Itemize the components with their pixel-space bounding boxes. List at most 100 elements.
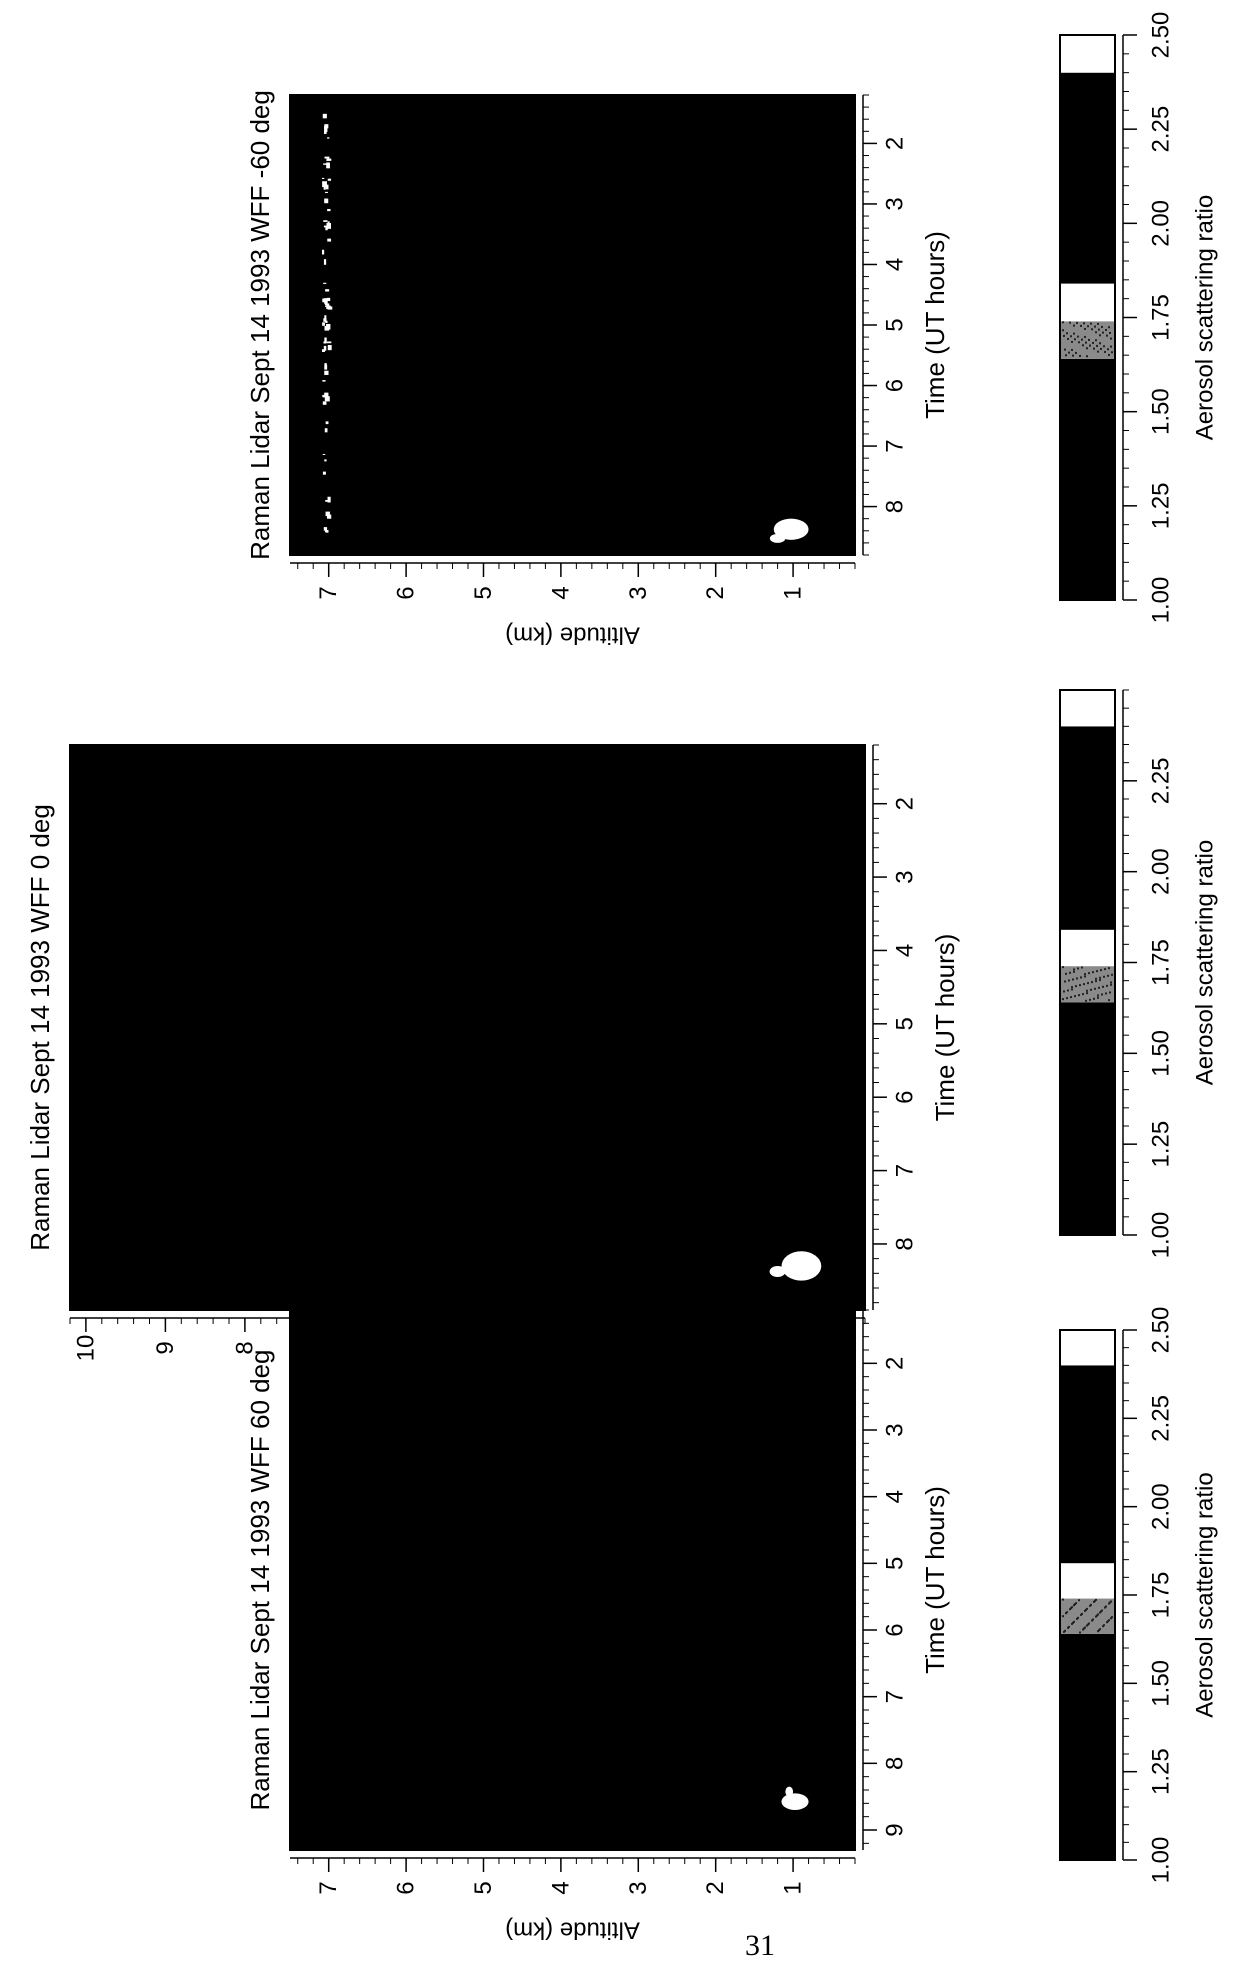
colorbar-stipple: [1107, 348, 1109, 351]
plot-frame: [69, 744, 866, 1311]
colorbar-tick-label: 1.75: [1148, 294, 1175, 341]
colorbar-band: [1060, 35, 1115, 73]
colorbar-stipple: [1076, 977, 1078, 980]
colorbar-stipple: [1097, 994, 1099, 997]
colorbar-tick-label: 2.00: [1148, 1483, 1175, 1530]
colorbar-stipple: [1062, 329, 1064, 332]
colorbar-label: Aerosol scattering ratio: [1192, 1472, 1219, 1717]
noise-speckle: [324, 198, 329, 204]
colorbar-stipple: [1073, 1620, 1075, 1623]
colorbar-band: [1060, 1563, 1115, 1599]
altitude-tick-label: 7: [315, 1881, 342, 1894]
colorbar-stipple: [1072, 978, 1074, 981]
altitude-tick-label: 6: [390, 1341, 417, 1354]
plot-area: [290, 1310, 855, 1850]
colorbar-band: [1060, 1598, 1115, 1634]
time-tick-label: 6: [882, 1623, 909, 1636]
page-number: 31: [745, 1929, 775, 1962]
altitude-tick-label: 2: [702, 1881, 729, 1894]
colorbar-stipple: [1071, 988, 1073, 991]
colorbar-stipple: [1066, 1611, 1068, 1614]
colorbar-band: [1060, 1002, 1115, 1235]
colorbar-stipple: [1073, 324, 1075, 327]
noise-speckle: [326, 223, 332, 229]
noise-speckle: [327, 178, 332, 181]
colorbar-band: [1060, 726, 1115, 930]
noise-speckle: [322, 395, 327, 398]
noise-speckle: [325, 289, 330, 292]
colorbar-stipple: [1088, 1622, 1090, 1625]
colorbar-stipple: [1064, 1629, 1066, 1632]
colorbar-tick-label: 1.00: [1148, 1212, 1175, 1259]
colorbar-stipple: [1110, 1600, 1112, 1603]
colorbar-stipple: [1086, 989, 1088, 992]
lidar-panel-2: 2 3 4 5 6 7 8 Time (UT hours) 1 2 3 4 5 6 7 8 9 10 Altitud…: [25, 689, 1219, 1404]
colorbar-stipple: [1110, 337, 1112, 340]
colorbar-stipple: [1070, 335, 1072, 338]
noise-speckle: [323, 341, 327, 344]
noise-speckle: [326, 162, 330, 169]
colorbar-stipple: [1110, 981, 1112, 984]
colorbar-stipple: [1066, 332, 1068, 335]
colorbar-stipple: [1078, 1599, 1080, 1602]
colorbar-band: [1060, 1365, 1115, 1564]
colorbar-stipple: [1109, 991, 1111, 994]
colorbar-stipple: [1102, 331, 1104, 334]
colorbar-stipple: [1095, 977, 1097, 980]
colorbar-stipple: [1101, 993, 1103, 996]
time-tick-label: 8: [892, 1237, 919, 1250]
colorbar-stipple: [1111, 351, 1113, 354]
noise-speckle: [327, 208, 331, 212]
noise-speckle: [324, 325, 330, 331]
colorbar-stipple: [1093, 347, 1095, 350]
colorbar-stipple: [1095, 331, 1097, 334]
colorbar-tick-label: 1.75: [1148, 1572, 1175, 1619]
colorbar-stipple: [1077, 335, 1079, 338]
colorbar-stipple: [1079, 1631, 1081, 1634]
colorbar-stipple: [1080, 976, 1082, 979]
colorbar: 1.00 1.25 1.50 1.75 2.00 2.25 Aerosol scatteri…: [1059, 689, 1219, 1259]
colorbar-stipple: [1070, 996, 1072, 999]
colorbar-stipple: [1084, 327, 1086, 330]
colorbar-stipple: [1073, 968, 1075, 971]
colorbar-tick-label: 1.50: [1148, 1030, 1175, 1077]
colorbar-stipple: [1078, 341, 1080, 344]
aerosol-feature: [769, 533, 786, 543]
noise-speckle: [324, 370, 329, 375]
noise-speckle: [324, 392, 329, 398]
colorbar-stipple: [1087, 982, 1089, 985]
colorbar-stipple: [1089, 998, 1091, 1001]
aerosol-feature: [769, 1265, 786, 1277]
colorbar-tick-label: 2.50: [1148, 12, 1175, 59]
colorbar-stipple: [1099, 342, 1101, 345]
lidar-panel-3: 2 3 4 5 6 7 8 Time (UT hours) 1 2 3 4 5 6 7 Altitude (k…: [245, 12, 1219, 649]
time-tick-label: 4: [882, 1490, 909, 1503]
altitude-tick-label: 3: [625, 1881, 652, 1894]
noise-speckle: [324, 191, 328, 193]
colorbar-band: [1060, 966, 1115, 1003]
colorbar-band: [1060, 929, 1115, 967]
time-tick-label: 8: [882, 1757, 909, 1770]
noise-speckle: [321, 249, 325, 255]
colorbar-stipple: [1080, 324, 1082, 327]
colorbar-stipple: [1081, 1612, 1083, 1615]
noise-speckle: [324, 428, 328, 433]
time-axis-label: Time (UT hours): [930, 934, 960, 1122]
colorbar-stipple: [1075, 985, 1077, 988]
colorbar-tick-label: 1.00: [1148, 577, 1175, 624]
colorbar-stipple: [1102, 985, 1104, 988]
lidar-panel-1: 2 3 4 5 6 7 8 9 Time (UT hours) 1 2 3 4 5 6 7 Altitude (…: [245, 1307, 1219, 1944]
colorbar-stipple: [1101, 325, 1103, 328]
colorbar-stipple: [1065, 972, 1067, 975]
noise-speckle: [324, 125, 328, 132]
colorbar-stipple: [1093, 997, 1095, 1000]
colorbar-stipple: [1081, 338, 1083, 341]
colorbar-stipple: [1082, 993, 1084, 996]
colorbar-stipple: [1100, 969, 1102, 972]
colorbar-stipple: [1083, 322, 1085, 325]
time-tick-label: 7: [892, 1164, 919, 1177]
colorbar-frame: [1059, 689, 1116, 1236]
noise-speckle: [325, 511, 330, 517]
colorbar-stipple: [1063, 990, 1065, 993]
noise-speckle: [323, 259, 327, 265]
